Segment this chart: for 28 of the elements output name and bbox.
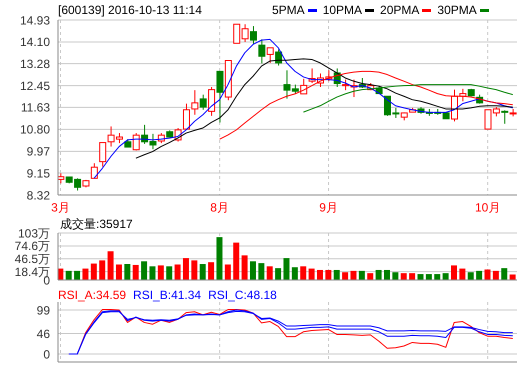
- y-tick-label: 46: [36, 326, 50, 341]
- y-tick-label: 8.32: [26, 188, 50, 202]
- y-tick-label: 10.80: [20, 122, 50, 137]
- chart-title: [600139] 2016-10-13 11:14: [58, 3, 202, 17]
- series-label: RSI_A:34.59: [58, 288, 126, 302]
- x-tick-label: 9月: [319, 200, 338, 215]
- y-tick-label: 103万: [18, 226, 50, 240]
- series-label: RSI_C:48.18: [208, 288, 277, 302]
- series-label: RSI_B:41.34: [133, 288, 202, 302]
- y-tick-label: 12.45: [20, 78, 50, 93]
- x-tick-label: 10月: [475, 200, 500, 215]
- y-tick-label: 46.5万: [14, 252, 50, 266]
- y-tick-label: 99: [36, 303, 50, 318]
- legend-label: 30PMA: [437, 3, 477, 17]
- y-tick-label: 9.15: [26, 166, 50, 180]
- y-tick-label: 13.28: [20, 56, 50, 71]
- y-tick-label: 11.63: [20, 100, 50, 115]
- x-tick-label: 3月: [51, 200, 70, 215]
- y-tick-label: 14.93: [20, 13, 50, 28]
- legend-label: 5PMA: [272, 3, 305, 17]
- y-tick-label: 9.97: [26, 144, 50, 159]
- legend-label: 20PMA: [380, 3, 420, 17]
- y-tick-label: 0: [43, 347, 50, 362]
- chart-title: 成交量:35917: [60, 216, 133, 233]
- y-tick-label: 14.10: [20, 35, 50, 50]
- legend-label: 10PMA: [322, 3, 362, 17]
- x-tick-label: 8月: [210, 200, 229, 215]
- y-tick-label: 74.6万: [14, 239, 50, 254]
